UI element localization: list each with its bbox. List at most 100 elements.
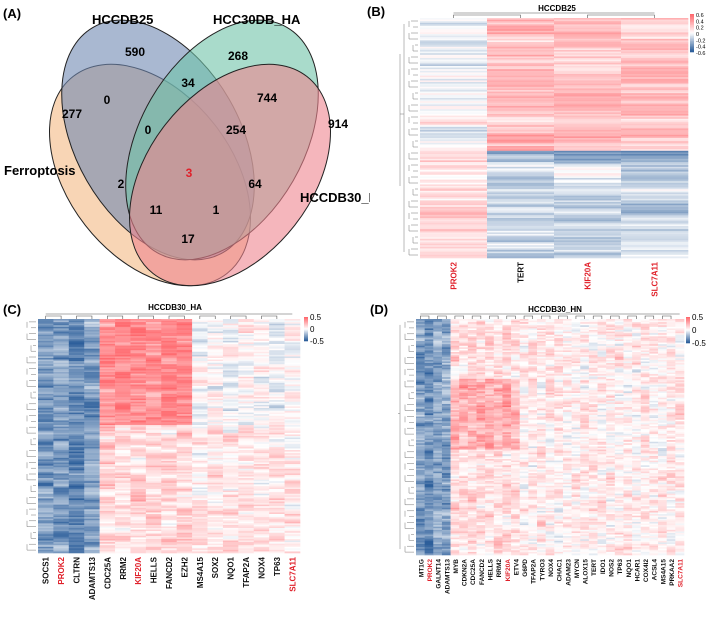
column-labels: SOCS1 PROK2 CLTRN ADAMTS13 CDC25A RRM2 KIF20A H… [42,556,298,600]
column-label-kif20a: KIF20A [505,559,512,582]
column-label-adam23: ADAM23 [565,559,572,586]
venn-ellipse-hccdb30-hn [129,63,331,287]
venn-diagram: Ferroptosis HCCDB25 HCC30DB_HA HCCDB30_HN 5… [4,12,370,287]
row-dendrogram [399,20,418,256]
legend-tick: -0.5 [692,339,706,348]
column-label-galnt14: GALNT14 [436,559,443,589]
column-label-myb: MYB [453,559,460,574]
column-label-kif20a: KIF20A [134,557,143,585]
venn-label-3: HCCDB30_HN [300,190,370,205]
column-label-sox2: SOX2 [211,556,220,578]
column-label-nox4: NOX4 [257,556,266,578]
venn-region-0: 590 [125,45,145,59]
column-dendrogram [420,313,680,319]
venn-region-5: 34 [181,76,195,90]
column-label-g6pd: G6PD [522,559,529,577]
venn-ellipses [49,19,331,287]
column-label-cdc25a: CDC25A [470,559,477,585]
column-label-prok2: PROK2 [450,261,459,289]
column-label-alox15: ALOX15 [583,559,590,585]
column-label-prkaa2: PRKAA2 [669,559,676,586]
column-label-cdkn2a: CDKN2A [462,559,469,586]
column-label-socs1: SOCS1 [42,556,51,584]
heatmap-b: PROK2 TERT KIF20A SLC7A11 0.60.40.20-0.2-0.4… [399,12,705,297]
column-label-etv4: ETV4 [513,559,520,576]
heatmap-d: MT1G PROK2 GALNT14 ADAMTS13 MYB CDKN2A CDC25A F… [398,313,706,594]
venn-region-7: 0 [145,123,152,137]
column-label-hells: HELLS [150,556,159,583]
column-label-tp63: TP63 [273,556,282,576]
legend-tick: 0.6 [696,13,704,19]
column-label-ezh2: EZH2 [180,556,189,577]
heatmap-d-title: HCCDB30_HN [528,305,582,314]
venn-label-1: HCCDB25 [92,12,153,27]
color-legend: 0.5 0 -0.5 [304,313,324,346]
heatmap-c-title: HCCDB30_HA [148,303,202,312]
column-label-adamts13: ADAMTS13 [88,556,97,600]
column-label-hells: HELLS [487,558,494,580]
column-label-chac1: CHAC1 [557,559,564,582]
venn-region-2: 277 [62,107,82,121]
legend-tick: -0.4 [696,45,705,51]
heatmap-cells [420,18,689,259]
venn-region-3: 914 [328,117,348,131]
column-label-cdc25a: CDC25A [103,557,112,589]
legend-tick: -0.5 [310,337,324,346]
column-label-fancd2: FANCD2 [165,556,174,589]
column-label-tp63: TP63 [617,559,624,575]
column-label-acsl4: ACSL4 [652,559,659,581]
legend-tick: -0.2 [696,38,705,44]
heatmap-c: SOCS1 PROK2 CLTRN ADAMTS13 CDC25A RRM2 KIF20A H… [26,313,324,600]
column-label-tfap2a: TFAP2A [242,557,251,588]
column-label-mycn: MYCN [574,559,581,578]
heatmap-cells [38,319,301,554]
venn-region-13: 1 [213,203,220,217]
panel-label-b: (B) [367,4,386,19]
column-label-cltrn: CLTRN [73,557,82,584]
legend-tick: -0.6 [696,51,705,57]
column-label-tert: TERT [591,559,598,576]
column-label-ms4a15: MS4A15 [196,556,205,588]
column-label-cox4i2: COX4I2 [643,559,650,583]
column-label-nqo1: NQO1 [626,559,633,578]
venn-region-9: 2 [118,177,125,191]
column-labels: PROK2 TERT KIF20A SLC7A11 [450,261,660,296]
venn-region-8: 254 [226,123,246,137]
column-label-adamts13: ADAMTS13 [444,559,451,594]
column-labels: MT1G PROK2 GALNT14 ADAMTS13 MYB CDKN2A CDC25A F… [418,558,684,594]
column-label-tyro3: TYRO3 [539,559,546,581]
legend-tick: 0.5 [692,313,704,322]
column-label-rrm2: RRM2 [119,556,128,579]
legend-tick: 0.4 [696,19,704,25]
column-label-prok2: PROK2 [427,559,434,582]
heatmap-b-title: HCCDB25 [538,4,576,13]
column-label-nos2: NOS2 [609,559,616,577]
legend-tick: 0 [696,32,699,38]
column-label-kif20a: KIF20A [584,262,593,290]
color-legend: 0.60.40.20-0.2-0.4-0.6 [690,13,705,57]
column-label-fancd2: FANCD2 [479,559,486,585]
legend-tick: 0.5 [310,313,322,322]
column-label-ido1: IDO1 [600,559,607,575]
column-dendrogram [453,12,655,18]
venn-region-4: 0 [104,93,111,107]
legend-tick: 0.2 [696,26,704,32]
venn-label-0: Ferroptosis [4,163,76,178]
column-label-mt1g: MT1G [418,559,425,577]
column-label-rrm2: RRM2 [496,559,503,578]
venn-region-10: 3 [186,166,193,180]
legend-tick: 0 [692,326,697,335]
column-label-ms4a15: MS4A15 [660,559,667,585]
column-label-slc7a11: SLC7A11 [288,556,297,591]
column-label-hcar1: HCAR1 [634,559,641,582]
panel-label-d: (D) [370,302,389,317]
venn-label-2: HCC30DB_HA [213,12,301,27]
column-label-nox4: NOX4 [548,559,555,577]
venn-region-12: 11 [150,203,163,217]
column-label-prok2: PROK2 [57,556,66,584]
column-dendrogram [45,313,293,319]
panel-label-c: (C) [3,302,22,317]
column-label-tfap2a: TFAP2A [531,559,538,584]
column-label-tert: TERT [517,262,526,283]
row-dendrogram [26,321,36,551]
